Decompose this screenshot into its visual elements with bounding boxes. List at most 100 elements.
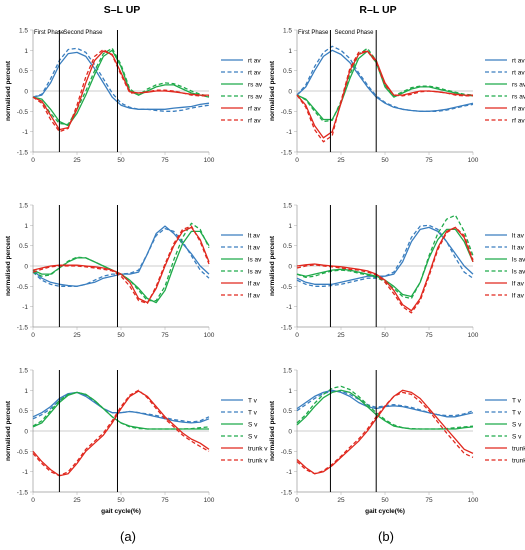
y-axis-label: normalised percent xyxy=(5,235,12,296)
y-tick-label: 0 xyxy=(24,264,28,271)
series-line-rs-av xyxy=(296,50,474,121)
x-tick-label: 75 xyxy=(161,497,169,504)
legend-label: ls av xyxy=(248,257,262,264)
series-line-trunk-v xyxy=(296,391,474,475)
series-line-S-v xyxy=(32,391,210,430)
legend-label: S v xyxy=(248,422,258,429)
y-tick-label: 0.5 xyxy=(19,408,28,415)
y-tick-label: 1 xyxy=(24,388,28,395)
phase-label-second: Second Phase xyxy=(334,30,374,36)
y-tick-label: -1 xyxy=(286,469,292,476)
y-tick-label: -1 xyxy=(22,469,28,476)
y-tick-label: 0.5 xyxy=(283,408,292,415)
x-tick-label: 50 xyxy=(381,332,389,339)
series-line-S-v xyxy=(296,385,474,430)
y-tick-label: -1.5 xyxy=(281,150,293,157)
y-tick-label: -0.5 xyxy=(17,109,29,116)
y-tick-label: 0.5 xyxy=(19,243,28,250)
y-tick-label: 0 xyxy=(24,89,28,96)
x-tick-label: 100 xyxy=(204,332,215,339)
legend-label: rf av xyxy=(512,106,525,113)
y-tick-label: 0 xyxy=(288,264,292,271)
x-tick-label: 0 xyxy=(295,497,299,504)
legend-label: trunk v xyxy=(248,458,268,465)
x-tick-label: 25 xyxy=(73,497,81,504)
x-axis-label: gait cycle(%) xyxy=(365,508,405,515)
series-line-rt-av xyxy=(32,51,210,110)
series-line-lf-av xyxy=(32,226,210,304)
y-tick-label: 1.5 xyxy=(19,368,28,375)
x-tick-label: 100 xyxy=(468,332,479,339)
panel-a-mid: -1.5 -1 -0.5 0 0.5 1 1.5 0 25 50 75 100 normalised p… xyxy=(5,203,262,340)
x-tick-label: 25 xyxy=(337,497,345,504)
legend-label: ls av xyxy=(512,269,525,276)
series-line-T-v xyxy=(296,390,474,417)
column-title-b: R–L UP xyxy=(359,4,396,16)
y-tick-label: -0.5 xyxy=(281,449,293,456)
y-tick-label: 1 xyxy=(288,48,292,55)
legend-label: rs av xyxy=(512,94,525,101)
x-tick-label: 0 xyxy=(31,497,35,504)
legend-label: rf av xyxy=(512,118,525,125)
x-tick-label: 100 xyxy=(204,497,215,504)
series-line-S-v xyxy=(296,389,474,430)
y-tick-label: 0 xyxy=(24,429,28,436)
x-tick-label: 50 xyxy=(117,157,125,164)
series-line-rs-av xyxy=(32,47,210,125)
y-axis-label: normalised percent xyxy=(269,400,276,461)
legend-label: S v xyxy=(248,434,258,441)
x-tick-label: 50 xyxy=(117,497,125,504)
y-tick-label: 1.5 xyxy=(283,28,292,35)
legend-label: trunk v xyxy=(512,458,525,465)
y-tick-label: -1.5 xyxy=(17,490,29,497)
y-tick-label: -0.5 xyxy=(17,284,29,291)
y-tick-label: 1 xyxy=(288,388,292,395)
x-axis-label: gait cycle(%) xyxy=(101,508,141,515)
y-tick-label: 0.5 xyxy=(283,68,292,75)
legend-label: rs av xyxy=(248,94,263,101)
series-line-rf-av xyxy=(296,50,473,143)
legend-label: rt av xyxy=(248,58,261,65)
series-line-lf-av xyxy=(296,226,474,312)
x-tick-label: 0 xyxy=(31,157,35,164)
legend-label: trunk v xyxy=(512,446,525,453)
panel-a-bot: -1.5 -1 -0.5 0 0.5 1 1.5 0 25 50 75 100 normalised p… xyxy=(5,368,268,516)
y-tick-label: -1 xyxy=(22,304,28,311)
y-tick-label: -1 xyxy=(22,129,28,136)
legend-label: trunk v xyxy=(248,446,268,453)
series-line-rf-av xyxy=(296,50,473,139)
y-tick-label: 1.5 xyxy=(283,368,292,375)
panel-b-mid: -1.5 -1 -0.5 0 0.5 1 1.5 0 25 50 75 100 normalised p… xyxy=(269,203,525,340)
legend-label: rf av xyxy=(248,118,261,125)
x-tick-label: 75 xyxy=(425,157,433,164)
x-tick-label: 100 xyxy=(204,157,215,164)
y-tick-label: 0 xyxy=(288,89,292,96)
sub-label-b: (b) xyxy=(378,529,394,544)
x-tick-label: 100 xyxy=(468,157,479,164)
y-tick-label: -1.5 xyxy=(17,325,29,332)
series-line-lf-av xyxy=(296,226,474,314)
y-tick-label: 1 xyxy=(288,223,292,230)
y-axis-label: normalised percent xyxy=(269,235,276,296)
x-tick-label: 25 xyxy=(73,332,81,339)
legend-label: lt av xyxy=(512,233,525,240)
y-tick-label: -1.5 xyxy=(17,150,29,157)
x-tick-label: 0 xyxy=(295,332,299,339)
y-tick-label: -0.5 xyxy=(281,284,293,291)
y-tick-label: 0.5 xyxy=(283,243,292,250)
series-line-rt-av xyxy=(296,45,474,112)
x-tick-label: 100 xyxy=(468,497,479,504)
legend-label: T v xyxy=(248,398,258,405)
panel-b-bot: -1.5 -1 -0.5 0 0.5 1 1.5 0 25 50 75 100 normalised p… xyxy=(269,368,525,516)
legend-label: T v xyxy=(248,410,258,417)
y-tick-label: -1 xyxy=(286,129,292,136)
y-tick-label: -1 xyxy=(286,304,292,311)
y-tick-label: 0.5 xyxy=(19,68,28,75)
legend-label: lf av xyxy=(512,293,525,300)
series-line-rs-av xyxy=(296,47,474,123)
sub-label-a: (a) xyxy=(120,529,136,544)
x-tick-label: 75 xyxy=(161,332,169,339)
x-tick-label: 50 xyxy=(381,157,389,164)
